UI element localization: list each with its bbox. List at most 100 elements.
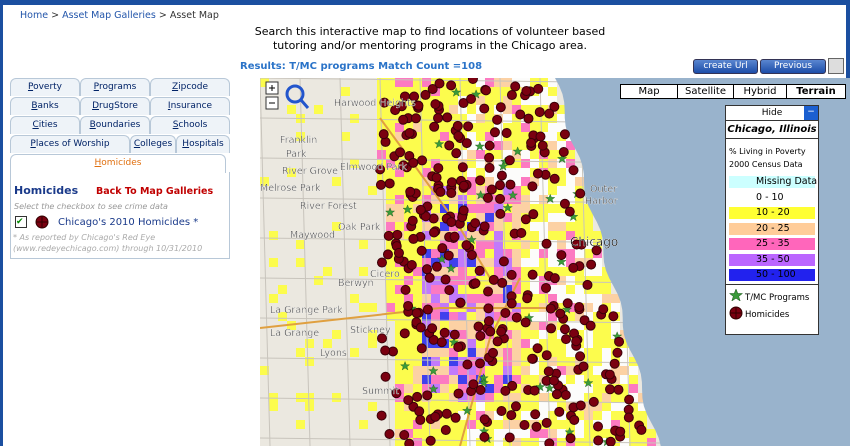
homicide-marker[interactable] <box>498 256 509 267</box>
button[interactable]: create Url <box>693 59 758 74</box>
homicide-marker[interactable] <box>558 147 569 158</box>
homicide-marker[interactable] <box>500 307 511 318</box>
homicide-marker[interactable] <box>429 227 440 238</box>
homicide-marker[interactable] <box>489 127 500 138</box>
homicide-marker[interactable] <box>527 353 538 364</box>
homicide-marker[interactable] <box>579 315 590 326</box>
homicide-marker[interactable] <box>425 435 436 446</box>
homicide-marker[interactable] <box>623 412 634 423</box>
homicide-marker[interactable] <box>609 358 620 369</box>
program-marker[interactable] <box>535 381 546 392</box>
homicide-marker[interactable] <box>541 238 552 249</box>
homicide-marker[interactable] <box>451 148 462 159</box>
homicide-marker[interactable] <box>484 152 495 163</box>
homicide-marker[interactable] <box>574 302 585 313</box>
homicide-marker[interactable] <box>420 89 431 100</box>
homicide-marker[interactable] <box>495 102 506 113</box>
link[interactable]: Home <box>20 10 49 21</box>
homicide-marker[interactable] <box>481 85 492 96</box>
homicide-marker[interactable] <box>462 359 473 370</box>
program-marker[interactable] <box>428 384 439 394</box>
program-marker[interactable] <box>583 377 594 388</box>
homicide-marker[interactable] <box>405 186 416 197</box>
homicide-marker[interactable] <box>532 168 543 179</box>
homicide-marker[interactable] <box>544 108 555 119</box>
homicide-marker[interactable] <box>384 428 395 439</box>
homicide-marker[interactable] <box>549 173 560 184</box>
program-marker[interactable] <box>475 190 486 200</box>
homicide-marker[interactable] <box>516 228 527 239</box>
map-type-button[interactable]: Satellite <box>677 84 734 99</box>
homicide-marker[interactable] <box>511 312 522 323</box>
homicide-marker[interactable] <box>612 347 623 358</box>
homicide-marker[interactable] <box>439 327 450 338</box>
homicide-marker[interactable] <box>473 321 484 332</box>
homicide-marker[interactable] <box>417 155 428 166</box>
homicide-marker[interactable] <box>446 177 457 188</box>
homicide-marker[interactable] <box>453 388 464 399</box>
homicide-marker[interactable] <box>483 316 494 327</box>
homicide-marker[interactable] <box>431 172 442 183</box>
homicide-marker[interactable] <box>504 155 515 166</box>
map-type-button[interactable]: Terrain <box>786 84 846 99</box>
program-marker[interactable] <box>462 405 473 416</box>
homicide-marker[interactable] <box>410 113 421 124</box>
program-marker[interactable] <box>474 141 485 151</box>
map[interactable]: Harwood Heights Franklin Park River Grove El… <box>260 78 850 446</box>
homicide-marker[interactable] <box>549 101 560 112</box>
homicide-marker[interactable] <box>416 245 427 256</box>
homicide-marker[interactable] <box>497 277 508 288</box>
homicide-marker[interactable] <box>496 326 507 337</box>
homicide-marker[interactable] <box>501 127 512 138</box>
move-icon[interactable] <box>828 58 844 74</box>
homicide-marker[interactable] <box>588 396 599 407</box>
homicide-marker[interactable] <box>561 334 572 345</box>
homicide-marker[interactable] <box>555 308 566 319</box>
homicide-marker[interactable] <box>479 221 490 232</box>
homicide-marker[interactable] <box>475 330 486 341</box>
homicide-marker[interactable] <box>546 323 557 334</box>
homicide-marker[interactable] <box>391 388 402 399</box>
homicide-marker[interactable] <box>543 366 554 377</box>
program-marker[interactable] <box>545 193 556 204</box>
homicide-marker[interactable] <box>541 417 552 428</box>
homicide-marker[interactable] <box>461 138 472 149</box>
homicide-marker[interactable] <box>424 272 435 283</box>
homicide-marker[interactable] <box>486 184 497 195</box>
program-marker[interactable] <box>507 190 518 200</box>
homicide-marker[interactable] <box>467 78 478 84</box>
homicide-marker[interactable] <box>495 208 506 219</box>
homicide-marker[interactable] <box>466 93 477 104</box>
homicide-marker[interactable] <box>390 105 401 116</box>
homicide-marker[interactable] <box>582 279 593 290</box>
homicide-marker[interactable] <box>506 269 517 280</box>
homicide-marker[interactable] <box>541 282 552 293</box>
program-marker[interactable] <box>399 361 411 371</box>
map-type-button[interactable]: Hybrid <box>733 84 787 99</box>
homicide-marker[interactable] <box>466 250 477 261</box>
homicide-marker[interactable] <box>593 435 604 446</box>
homicide-marker[interactable] <box>422 390 433 401</box>
homicide-marker[interactable] <box>458 205 469 216</box>
homicide-marker[interactable] <box>484 162 495 173</box>
homicide-marker[interactable] <box>404 127 415 138</box>
homicide-marker[interactable] <box>474 265 485 276</box>
homicide-marker[interactable] <box>380 345 391 356</box>
tab[interactable]: Programs <box>80 78 150 96</box>
homicide-marker[interactable] <box>375 164 386 175</box>
homicide-marker[interactable] <box>398 114 409 125</box>
program-marker[interactable] <box>448 337 459 347</box>
homicide-marker[interactable] <box>495 180 506 191</box>
homicide-marker[interactable] <box>568 262 579 273</box>
homicide-marker[interactable] <box>444 140 455 151</box>
homicide-marker[interactable] <box>382 249 393 260</box>
homicide-marker[interactable] <box>399 328 410 339</box>
program-marker[interactable] <box>498 161 509 171</box>
homicide-marker[interactable] <box>408 233 419 244</box>
homicide-marker[interactable] <box>416 343 427 354</box>
homicide-marker[interactable] <box>495 193 506 204</box>
homicide-marker[interactable] <box>412 391 423 402</box>
homicide-marker[interactable] <box>510 81 521 92</box>
homicide-marker[interactable] <box>446 217 457 228</box>
homicide-marker[interactable] <box>433 113 444 124</box>
